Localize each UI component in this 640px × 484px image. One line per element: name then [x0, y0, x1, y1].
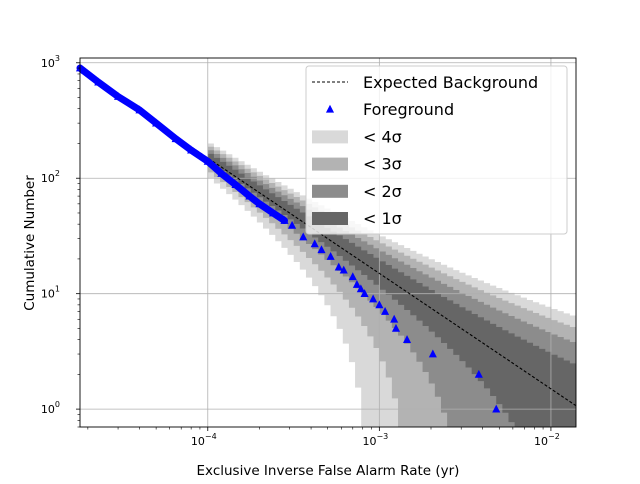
foreground-point [352, 280, 361, 288]
legend-swatch-band-1-sigma [312, 212, 348, 225]
legend-label-band-3-sigma: < 3σ [363, 155, 402, 174]
band-1-sigma [207, 153, 577, 427]
foreground-point [171, 134, 180, 143]
legend-label-band-4-sigma: < 4σ [363, 127, 402, 146]
foreground-point [114, 92, 123, 100]
foreground-point [474, 369, 483, 378]
x-tick-label: 10−2 [534, 432, 560, 448]
foreground-point [217, 168, 226, 177]
foreground-points [75, 63, 501, 413]
y-tick-label: 100 [41, 400, 60, 416]
legend-label-foreground: Foreground [363, 100, 454, 119]
foreground-point [231, 180, 240, 189]
legend-swatch-band-3-sigma [312, 157, 348, 171]
foreground-point [268, 208, 278, 217]
legend-label-band-2-sigma: < 2σ [363, 182, 402, 201]
foreground-dense-trace [76, 64, 288, 225]
foreground-point [381, 307, 390, 315]
foreground-point [334, 262, 343, 271]
foreground-point [152, 118, 161, 127]
axes: 10−4 10−3 10−2 100 101 102 103 [41, 54, 577, 448]
foreground-point [310, 239, 319, 248]
y-tick-label: 102 [41, 169, 60, 185]
foreground-point [390, 314, 399, 323]
foreground-point [402, 335, 412, 343]
legend-label-band-1-sigma: < 1σ [363, 209, 402, 228]
foreground-point [203, 156, 212, 165]
foreground-point [135, 105, 144, 114]
legend: Expected Background Foreground < 4σ < 3σ < 2… [305, 65, 568, 235]
foreground-point [369, 294, 378, 303]
foreground-point [288, 220, 297, 229]
foreground-point [326, 251, 335, 260]
x-axis-title: Exclusive Inverse False Alarm Rate (yr) [197, 463, 460, 479]
legend-box [305, 65, 568, 235]
legend-swatch-band-2-sigma [312, 184, 348, 198]
y-tick-label: 103 [41, 54, 60, 70]
legend-label-expected-background: Expected Background [363, 73, 538, 92]
foreground-point [356, 284, 365, 293]
x-tick-label: 10−3 [362, 432, 388, 448]
foreground-point [299, 232, 308, 241]
foreground-point [391, 323, 401, 332]
legend-swatch-foreground [325, 104, 335, 113]
y-tick-label: 101 [41, 285, 60, 301]
foreground-point [339, 265, 348, 274]
foreground-point [245, 191, 254, 200]
foreground-point [348, 272, 357, 281]
y-axis-title: Cumulative Number [22, 175, 38, 311]
foreground-point [375, 300, 384, 309]
confidence-bands [207, 143, 577, 427]
foreground-point [317, 245, 326, 254]
foreground-point [94, 77, 103, 86]
foreground-point [280, 216, 289, 224]
x-tick-label: 10−4 [191, 432, 217, 448]
foreground-point [187, 145, 196, 154]
foreground-point [360, 289, 369, 298]
legend-swatch-band-4-sigma [312, 130, 348, 144]
foreground-point [428, 349, 437, 358]
foreground-point [255, 199, 264, 208]
foreground-point [492, 404, 501, 413]
